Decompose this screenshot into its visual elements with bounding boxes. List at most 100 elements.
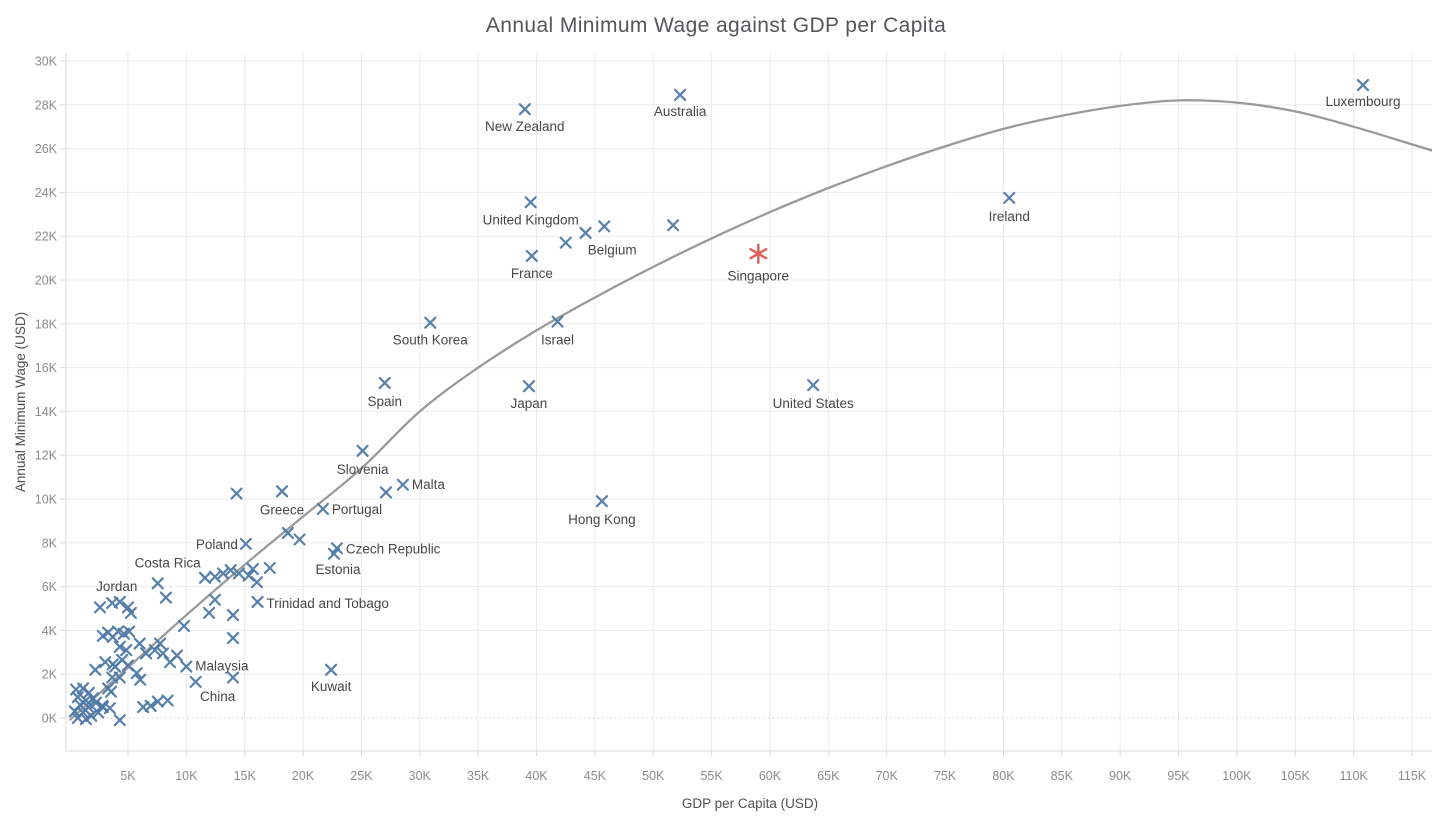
- data-point[interactable]: [109, 660, 122, 673]
- data-point[interactable]: [217, 567, 230, 580]
- data-point[interactable]: [121, 601, 135, 614]
- data-point[interactable]: [123, 625, 136, 638]
- data-point[interactable]: [250, 576, 264, 589]
- data-point-greece[interactable]: [275, 485, 289, 498]
- data-point[interactable]: [120, 644, 133, 657]
- y-tick-label: 8K: [42, 536, 58, 550]
- data-point-luxembourg[interactable]: [1356, 78, 1370, 92]
- data-point[interactable]: [103, 702, 116, 715]
- data-point[interactable]: [281, 526, 294, 540]
- y-tick-label: 16K: [35, 361, 58, 375]
- data-point[interactable]: [224, 564, 237, 577]
- data-point[interactable]: [106, 671, 119, 684]
- data-point[interactable]: [99, 656, 112, 669]
- data-point[interactable]: [104, 685, 118, 698]
- data-point-south-korea[interactable]: [424, 316, 437, 329]
- y-tick-label: 4K: [42, 624, 58, 638]
- data-point[interactable]: [134, 673, 147, 686]
- data-point[interactable]: [130, 667, 143, 680]
- point-label-hong-kong: Hong Kong: [568, 512, 636, 527]
- x-tick-label: 40K: [525, 769, 548, 783]
- point-label-malaysia: Malaysia: [195, 659, 249, 674]
- data-point-estonia[interactable]: [327, 547, 341, 560]
- point-label-belgium: Belgium: [588, 242, 637, 257]
- data-point-trinidad-and-tobago[interactable]: [251, 595, 264, 609]
- data-point[interactable]: [226, 608, 240, 622]
- data-point[interactable]: [113, 640, 126, 653]
- data-point[interactable]: [198, 571, 212, 584]
- data-point-poland[interactable]: [239, 537, 252, 550]
- y-tick-label: 10K: [35, 493, 58, 507]
- data-point-malaysia[interactable]: [180, 660, 193, 673]
- data-point[interactable]: [159, 591, 173, 604]
- data-point-united-states[interactable]: [807, 379, 820, 392]
- x-tick-label: 15K: [234, 769, 257, 783]
- data-point[interactable]: [208, 570, 222, 583]
- x-tick-label: 90K: [1109, 769, 1132, 783]
- data-point[interactable]: [202, 606, 216, 619]
- data-point-china[interactable]: [189, 675, 202, 688]
- data-point-costa-rica[interactable]: [151, 577, 164, 590]
- data-point[interactable]: [226, 631, 240, 645]
- data-point[interactable]: [133, 637, 146, 650]
- data-point-ireland[interactable]: [1003, 191, 1016, 204]
- data-point[interactable]: [208, 593, 222, 606]
- data-point[interactable]: [139, 647, 153, 660]
- data-point-spain[interactable]: [378, 376, 391, 390]
- data-point[interactable]: [666, 219, 680, 232]
- y-tick-label: 22K: [35, 230, 58, 244]
- data-point[interactable]: [153, 637, 167, 650]
- data-point[interactable]: [156, 647, 170, 660]
- data-point[interactable]: [232, 567, 245, 580]
- x-tick-label: 25K: [350, 769, 373, 783]
- data-point[interactable]: [93, 601, 107, 614]
- data-point-belgium[interactable]: [598, 220, 611, 233]
- data-point[interactable]: [226, 671, 240, 684]
- data-point[interactable]: [242, 569, 255, 582]
- data-point-israel[interactable]: [551, 315, 564, 328]
- x-tick-label: 85K: [1051, 769, 1074, 783]
- x-tick-label: 20K: [292, 769, 315, 783]
- point-label-costa-rica: Costa Rica: [135, 555, 202, 570]
- data-point[interactable]: [89, 663, 102, 676]
- point-labels: Luxembourg Australia New Zealand Ireland Uni…: [96, 94, 1400, 704]
- data-point-kuwait[interactable]: [324, 663, 338, 676]
- data-point[interactable]: [263, 561, 276, 575]
- point-label-new-zealand: New Zealand: [485, 119, 565, 134]
- data-point-portugal[interactable]: [316, 502, 330, 515]
- y-tick-label: 0K: [42, 712, 58, 726]
- data-point-australia[interactable]: [673, 88, 687, 102]
- data-point[interactable]: [144, 699, 157, 713]
- x-tick-label: 100K: [1222, 769, 1252, 783]
- data-point[interactable]: [151, 695, 164, 708]
- data-point[interactable]: [79, 712, 93, 726]
- data-point-new-zealand[interactable]: [518, 103, 531, 116]
- data-point[interactable]: [379, 486, 393, 499]
- data-point-czech-republic[interactable]: [330, 542, 344, 555]
- data-point-japan[interactable]: [522, 380, 536, 393]
- point-label-poland: Poland: [196, 537, 238, 552]
- data-point[interactable]: [559, 236, 572, 249]
- data-point[interactable]: [293, 533, 306, 546]
- data-point-united-kingdom[interactable]: [524, 196, 537, 209]
- data-point[interactable]: [161, 694, 174, 707]
- data-point[interactable]: [96, 629, 109, 642]
- data-point[interactable]: [124, 606, 137, 619]
- data-point-singapore[interactable]: [749, 243, 768, 264]
- data-point[interactable]: [89, 696, 102, 709]
- data-point[interactable]: [85, 709, 98, 722]
- data-point-malta[interactable]: [396, 478, 409, 491]
- y-tick-label: 18K: [35, 317, 58, 331]
- data-point[interactable]: [579, 226, 592, 240]
- data-point[interactable]: [170, 649, 184, 662]
- data-point-slovenia[interactable]: [356, 444, 369, 457]
- point-label-czech-republic: Czech Republic: [346, 541, 441, 556]
- data-point-hong-kong[interactable]: [595, 495, 608, 508]
- data-point[interactable]: [230, 487, 243, 500]
- x-tick-label: 75K: [934, 769, 957, 783]
- data-point-france[interactable]: [525, 249, 538, 263]
- data-point[interactable]: [177, 619, 191, 633]
- data-point[interactable]: [113, 714, 126, 727]
- data-point[interactable]: [106, 596, 119, 610]
- data-point[interactable]: [246, 562, 259, 576]
